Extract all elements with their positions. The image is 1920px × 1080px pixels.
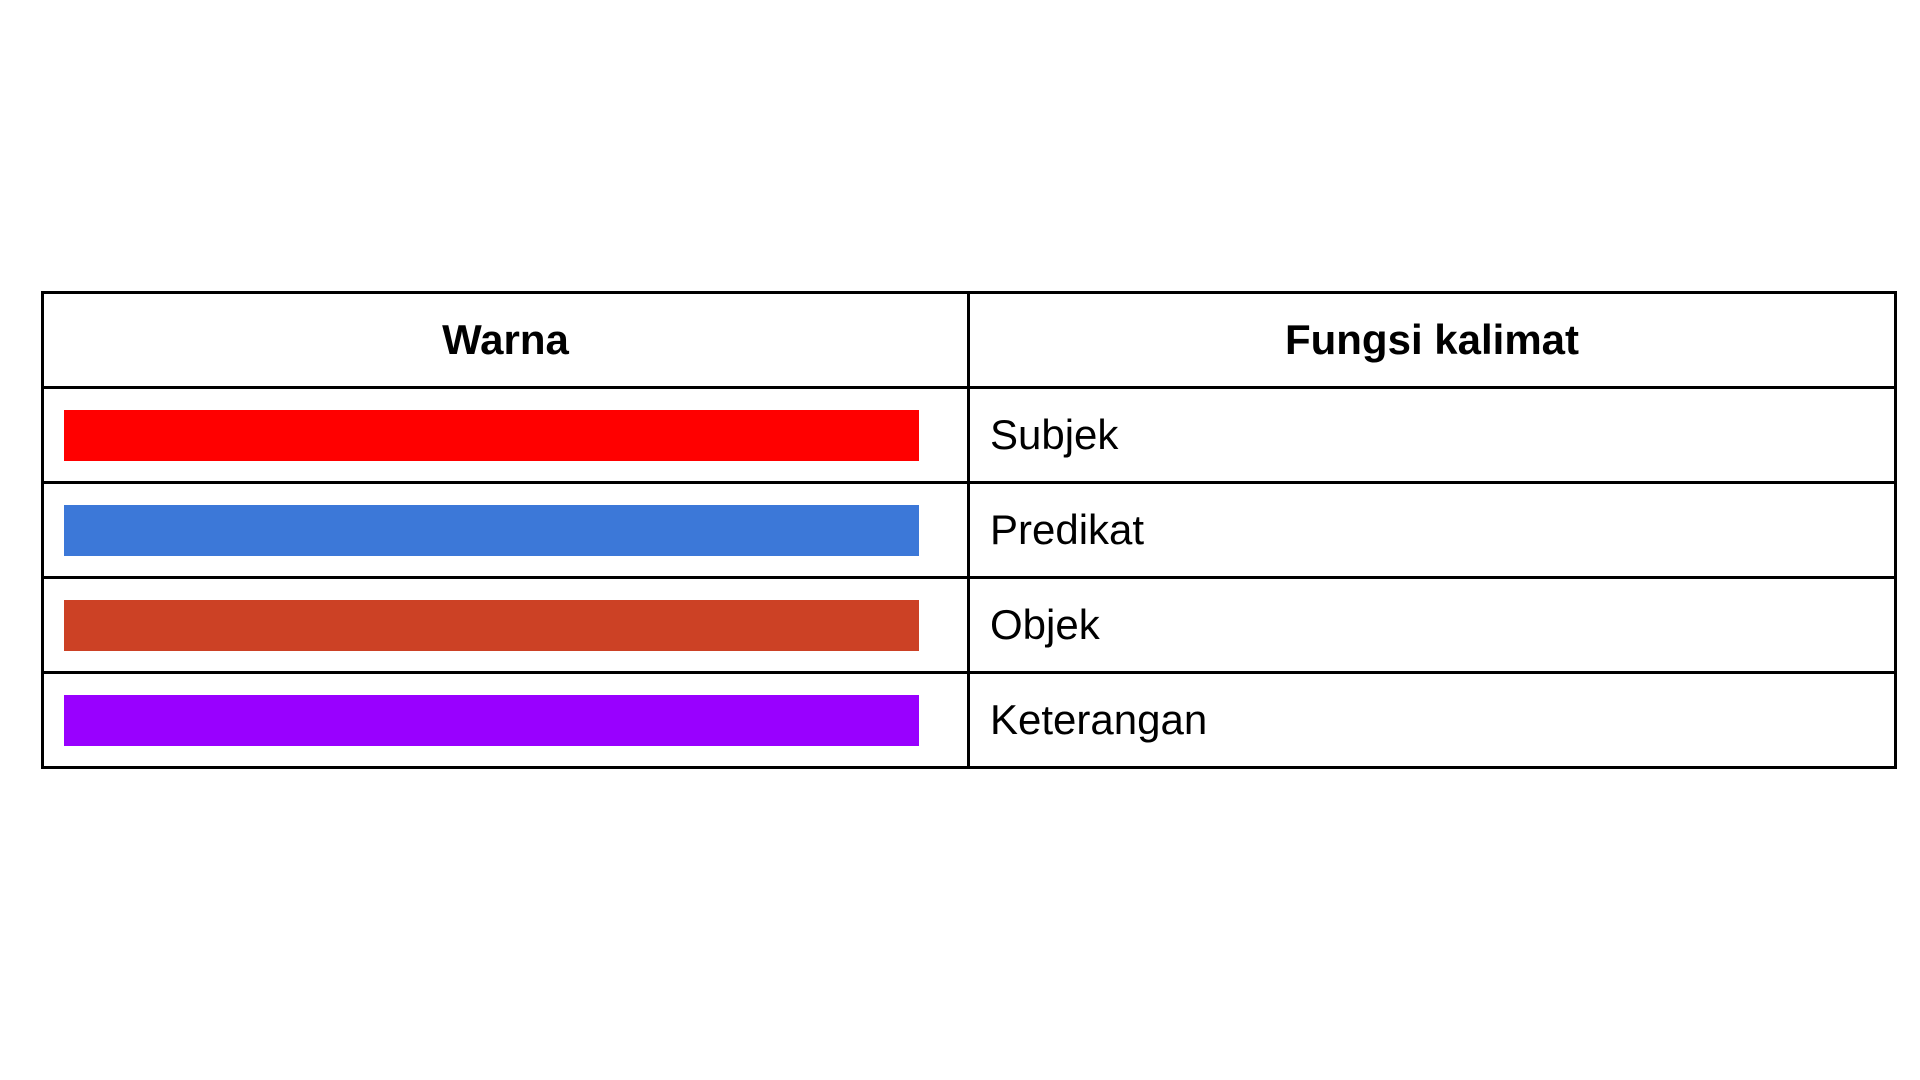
table-row: Keterangan <box>41 671 1897 769</box>
color-legend-table: Warna Fungsi kalimat Subjek Predikat Obj… <box>41 291 1897 769</box>
table-row: Objek <box>41 576 1897 674</box>
function-label: Predikat <box>967 481 1897 579</box>
color-swatch-predikat <box>64 504 919 556</box>
color-swatch-keterangan <box>64 694 919 746</box>
function-label: Keterangan <box>967 671 1897 769</box>
function-label: Subjek <box>967 386 1897 484</box>
color-swatch-objek <box>64 599 919 651</box>
function-label: Objek <box>967 576 1897 674</box>
swatch-cell <box>41 671 970 769</box>
header-function: Fungsi kalimat <box>967 291 1897 389</box>
table-row: Predikat <box>41 481 1897 579</box>
swatch-cell <box>41 386 970 484</box>
color-swatch-subjek <box>64 409 919 461</box>
swatch-cell <box>41 481 970 579</box>
table-row: Subjek <box>41 386 1897 484</box>
header-color: Warna <box>41 291 970 389</box>
header-row: Warna Fungsi kalimat <box>41 291 1897 389</box>
swatch-cell <box>41 576 970 674</box>
